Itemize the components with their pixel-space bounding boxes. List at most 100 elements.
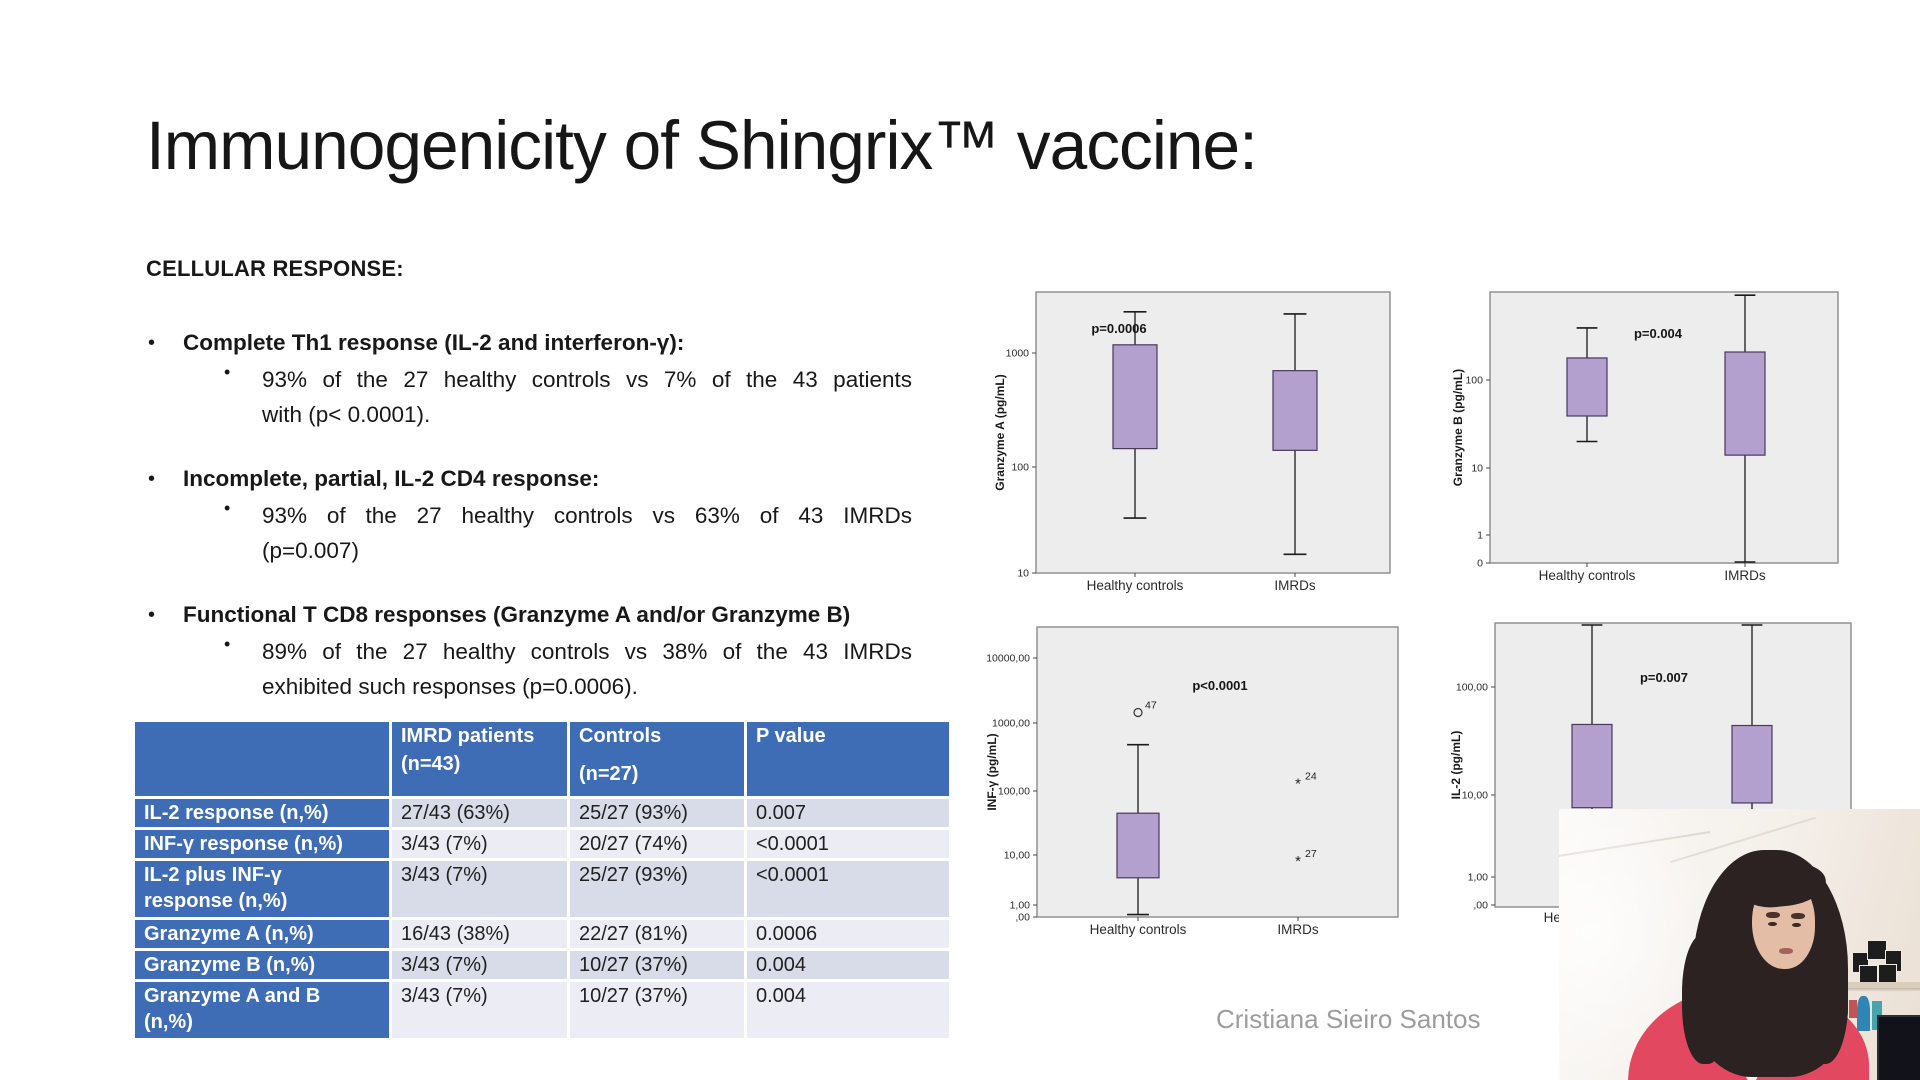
svg-text:100,00: 100,00	[1456, 682, 1488, 694]
table-row: IL-2 plus INF-γ response (n,%) 3/43 (7%) 2…	[135, 861, 949, 917]
sub-bullet: 93% of the 27 healthy controls vs 63% of…	[222, 498, 946, 568]
svg-text:24: 24	[1305, 770, 1317, 782]
table-cell-controls: 20/27 (74%)	[570, 830, 744, 858]
row-label: Granzyme A and B (n,%)	[135, 982, 389, 1038]
sub-bullet-line: 89% of the 27 healthy controls vs 38% of…	[262, 639, 912, 664]
svg-text:p=0.007: p=0.007	[1640, 670, 1688, 685]
svg-text:1000: 1000	[1006, 348, 1030, 360]
table-cell-imrd: 27/43 (63%)	[392, 799, 567, 827]
svg-text:IMRDs: IMRDs	[1274, 578, 1315, 593]
svg-text:27: 27	[1305, 848, 1317, 860]
table-cell-p: 0.0006	[747, 920, 949, 948]
slide-body-text: CELLULAR RESPONSE: Complete Th1 response…	[146, 256, 946, 734]
row-label: IL-2 plus INF-γ response (n,%)	[135, 861, 389, 917]
svg-text:p=0.004: p=0.004	[1634, 326, 1683, 341]
svg-text:1,00: 1,00	[1010, 900, 1031, 912]
monitor-screen	[1876, 1014, 1920, 1080]
table-cell-controls: 10/27 (37%)	[570, 982, 744, 1038]
header-cell-controls: Controls (n=27)	[570, 722, 744, 796]
bullet-group: Incomplete, partial, IL-2 CD4 response: …	[146, 462, 946, 568]
boxplot-granzyme-a-pg-ml-: 1000 100 10 Granzyme A (pg/mL) p=0.0006 Healt…	[993, 291, 1391, 593]
page-title: Immunogenicity of Shingrix™ vaccine:	[146, 107, 1258, 184]
svg-text:Granzyme B (pg/mL): Granzyme B (pg/mL)	[1451, 369, 1465, 486]
red-object	[1849, 1000, 1858, 1018]
table-cell-p: <0.0001	[747, 830, 949, 858]
svg-text:100: 100	[1465, 375, 1483, 387]
row-label: IL-2 response (n,%)	[135, 799, 389, 827]
svg-text:p=0.0006: p=0.0006	[1091, 321, 1146, 336]
sub-bullet-line: 93% of the 27 healthy controls vs 7% of …	[262, 367, 912, 392]
sub-bullet: 89% of the 27 healthy controls vs 38% of…	[222, 634, 946, 704]
photo-frames	[1848, 936, 1906, 984]
table-cell-p: 0.007	[747, 799, 949, 827]
svg-text:Healthy controls: Healthy controls	[1539, 568, 1636, 583]
svg-text:*: *	[1295, 775, 1301, 792]
sub-bullet-line: exhibited such responses (p=0.0006).	[262, 674, 638, 699]
svg-text:INF-γ (pg/mL): INF-γ (pg/mL)	[985, 733, 999, 810]
blue-bottle	[1856, 995, 1870, 1032]
svg-text:IMRDs: IMRDs	[1724, 568, 1765, 583]
table-cell-controls: 22/27 (81%)	[570, 920, 744, 948]
svg-text:Granzyme A (pg/mL): Granzyme A (pg/mL)	[993, 374, 1007, 490]
svg-text:10,00: 10,00	[1004, 850, 1030, 862]
table-cell-p: 0.004	[747, 951, 949, 979]
bullet-heading: Incomplete, partial, IL-2 CD4 response:	[146, 462, 946, 496]
table-cell-imrd: 3/43 (7%)	[392, 982, 567, 1038]
table-cell-imrd: 3/43 (7%)	[392, 830, 567, 858]
results-table: IMRD patients (n=43) Controls (n=27) P val…	[132, 719, 952, 1041]
svg-text:10000,00: 10000,00	[986, 653, 1030, 665]
table-header-row: IMRD patients (n=43) Controls (n=27) P val…	[135, 722, 949, 796]
bullet-group: Complete Th1 response (IL-2 and interfer…	[146, 326, 946, 432]
sub-bullet-line: (p=0.007)	[262, 538, 359, 563]
shelf	[1842, 982, 1920, 989]
table-cell-controls: 25/27 (93%)	[570, 861, 744, 917]
svg-text:IL-2 (pg/mL): IL-2 (pg/mL)	[1449, 731, 1463, 800]
svg-text:Healthy controls: Healthy controls	[1087, 578, 1184, 593]
svg-text:Healthy controls: Healthy controls	[1090, 922, 1187, 937]
table-row: INF-γ response (n,%) 3/43 (7%) 20/27 (74%)…	[135, 830, 949, 858]
row-label: Granzyme A (n,%)	[135, 920, 389, 948]
svg-text:10: 10	[1471, 463, 1483, 475]
svg-text:10: 10	[1017, 568, 1029, 580]
table-cell-p: 0.004	[747, 982, 949, 1038]
section-heading: CELLULAR RESPONSE:	[146, 256, 404, 281]
sub-bullet-line: with (p< 0.0001).	[262, 402, 431, 427]
table-row: Granzyme A (n,%) 16/43 (38%) 22/27 (81%) 0.…	[135, 920, 949, 948]
table-cell-imrd: 3/43 (7%)	[392, 951, 567, 979]
header-cell-imrd: IMRD patients (n=43)	[392, 722, 567, 796]
svg-text:1000,00: 1000,00	[992, 718, 1030, 730]
bullet-group: Functional T CD8 responses (Granzyme A a…	[146, 598, 946, 704]
webcam-overlay	[1559, 809, 1920, 1080]
header-cell-pvalue: P value	[747, 722, 949, 796]
svg-text:100,00: 100,00	[998, 786, 1030, 798]
table-cell-controls: 25/27 (93%)	[570, 799, 744, 827]
bullet-heading: Complete Th1 response (IL-2 and interfer…	[146, 326, 946, 360]
svg-text:*: *	[1295, 853, 1301, 870]
row-label: INF-γ response (n,%)	[135, 830, 389, 858]
bullet-heading: Functional T CD8 responses (Granzyme A a…	[146, 598, 946, 632]
svg-text:IMRDs: IMRDs	[1277, 922, 1318, 937]
svg-text:p<0.0001: p<0.0001	[1192, 678, 1247, 693]
header-cell-empty	[135, 722, 389, 796]
svg-text:0: 0	[1477, 558, 1483, 570]
table-row: IL-2 response (n,%) 27/43 (63%) 25/27 (93%…	[135, 799, 949, 827]
svg-text:1,00: 1,00	[1468, 872, 1489, 884]
table-cell-imrd: 3/43 (7%)	[392, 861, 567, 917]
presenter-hair	[1681, 933, 1729, 1064]
svg-text:1: 1	[1477, 530, 1483, 542]
sub-bullet: 93% of the 27 healthy controls vs 7% of …	[222, 362, 946, 432]
table-cell-controls: 10/27 (37%)	[570, 951, 744, 979]
presenter-credit: Cristiana Sieiro Santos	[1216, 1004, 1481, 1034]
svg-text:,00: ,00	[1473, 900, 1488, 912]
table-row: Granzyme A and B (n,%) 3/43 (7%) 10/27 (37…	[135, 982, 949, 1038]
table-cell-imrd: 16/43 (38%)	[392, 920, 567, 948]
svg-text:10,00: 10,00	[1462, 790, 1488, 802]
sub-bullet-line: 93% of the 27 healthy controls vs 63% of…	[262, 503, 912, 528]
svg-text:47: 47	[1145, 700, 1157, 712]
svg-text:,00: ,00	[1015, 912, 1030, 924]
table-row: Granzyme B (n,%) 3/43 (7%) 10/27 (37%) 0.00…	[135, 951, 949, 979]
table-cell-p: <0.0001	[747, 861, 949, 917]
